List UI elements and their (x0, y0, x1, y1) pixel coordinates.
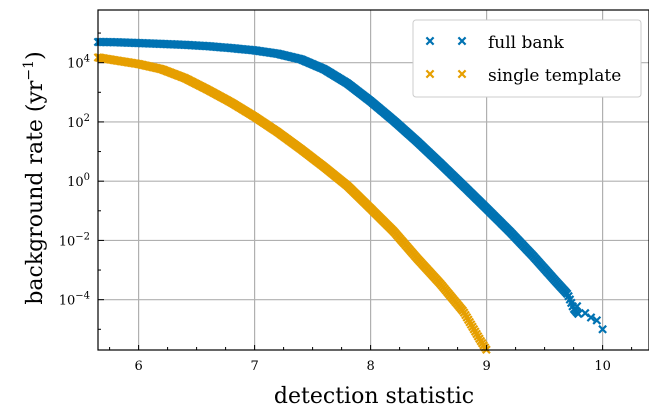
x-axis-title: detection statistic (274, 384, 474, 409)
y-axis-title: background rate (yr−1) (21, 51, 48, 304)
plot-frame (97, 9, 649, 351)
legend-marker (457, 36, 467, 46)
legend-entry-full-bank (425, 36, 467, 46)
legend-label-full-bank: full bank (488, 33, 564, 53)
full-bank-point (586, 313, 596, 322)
y-tick-label: 100 (67, 172, 90, 190)
legend-marker (425, 36, 435, 46)
y-tick-label: 10−4 (59, 291, 90, 309)
x-tick-label: 9 (482, 359, 490, 374)
x-tick-label: 10 (594, 359, 611, 374)
y-tick-label: 102 (67, 113, 90, 131)
full-bank-point (573, 309, 583, 319)
y-axis-title-main: background rate (yr (23, 80, 48, 305)
x-tick-label: 7 (250, 359, 258, 374)
y-tick-label: 10−2 (59, 231, 90, 249)
legend-box (412, 19, 642, 98)
y-axis-title-close: ) (23, 51, 48, 60)
full-bank-point (598, 324, 607, 334)
legend-marker (425, 69, 435, 79)
full-bank-point (592, 315, 602, 325)
legend-entry-single-template (425, 69, 467, 79)
x-tick-label: 6 (134, 359, 142, 374)
legend: full bank single template (412, 19, 642, 98)
axis-ticks: 6 7 8 9 10 10−4 10−2 100 102 104 (59, 32, 633, 374)
y-axis-title-sup: −1 (21, 60, 37, 81)
legend-label-single-template: single template (488, 66, 621, 86)
y-axis-title-text: background rate (yr−1) (21, 51, 48, 304)
plot-data (93, 37, 607, 355)
legend-marker (457, 69, 467, 79)
x-tick-label: 8 (366, 359, 374, 374)
y-tick-label: 104 (67, 54, 90, 72)
full-bank-point (572, 301, 582, 311)
